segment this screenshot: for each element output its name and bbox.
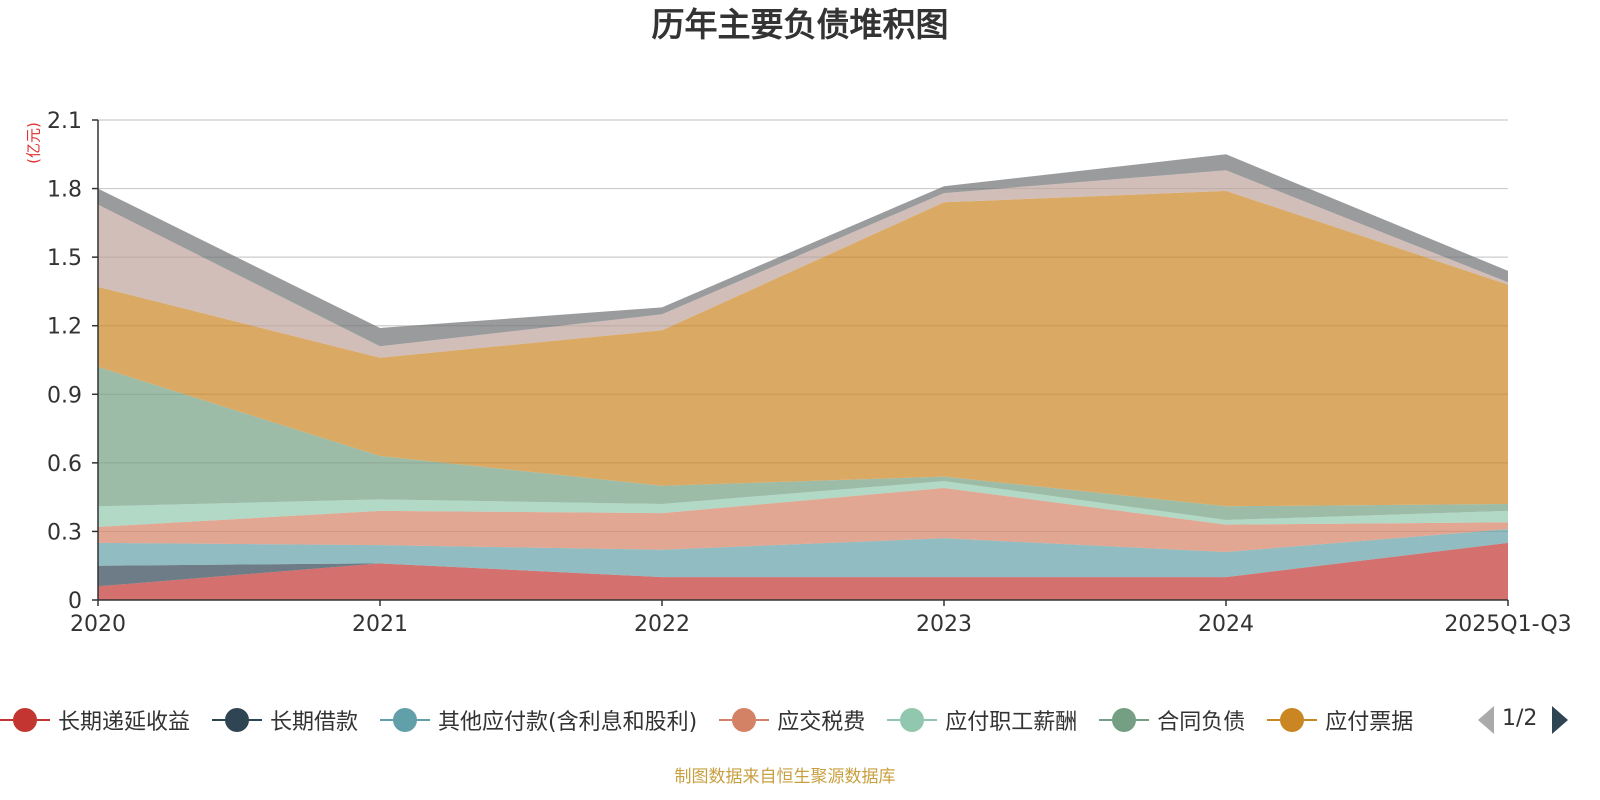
legend-page-indicator: 1/2 [1502,706,1538,731]
y-tick-label: 0.3 [47,520,82,545]
x-tick-label: 2021 [352,612,408,637]
legend-dot-icon [1112,708,1137,732]
legend-symbol-icon [212,700,263,740]
area-series-7 [98,170,1508,358]
legend-symbol-icon [380,700,431,740]
source-note: 制图数据来自恒生聚源数据库 [674,767,896,787]
legend-dot-icon [1280,708,1305,732]
legend-item[interactable]: 合同负债 [1099,700,1245,740]
legend-prev-page-icon[interactable] [1478,706,1494,734]
legend-item[interactable]: 应交税费 [719,700,865,740]
area-series-8 [98,154,1508,347]
chart-plot: 0 0.3 0.6 0.9 1.2 1.5 1.8 2.1 2020 2021 2022 2023 20… [25,109,1572,637]
chart-title: 历年主要负债堆积图 [651,5,949,44]
legend-label: 长期借款 [270,710,359,735]
legend-item[interactable]: 其他应付款(含利息和股利) [380,700,697,740]
legend-pager: 1/2 [1474,700,1600,740]
x-tick-label: 2025Q1-Q3 [1444,612,1571,637]
legend-item[interactable]: 长期递延收益 [0,700,190,740]
legend-next-page-icon[interactable] [1552,706,1568,734]
legend-dot-icon [225,708,250,732]
area-series-5 [98,366,1508,520]
area-series-0 [98,542,1508,600]
legend-dot-icon [732,708,757,732]
legend-label: 应付票据 [1325,710,1414,735]
y-tick-label: 2.1 [47,109,82,134]
legend-item[interactable]: 应付票据 [1267,700,1413,740]
legend-symbol-icon [1267,700,1318,740]
legend-item[interactable]: 应付职工薪酬 [887,700,1077,740]
legend-symbol-icon [887,700,938,740]
x-tick-label: 2024 [1198,612,1254,637]
y-tick-label: 1.2 [47,315,82,340]
legend-label: 应付职工薪酬 [945,710,1078,735]
legend-item[interactable]: 长期借款 [212,700,358,740]
y-tick-label: 0.9 [47,383,82,408]
y-tick-label: 1.5 [47,246,82,271]
area-series-4 [98,481,1508,527]
legend-label: 应交税费 [777,710,866,735]
y-axis-unit-label: (亿元) [25,122,43,164]
area-series-2 [98,529,1508,578]
legend-dot-icon [13,708,37,732]
y-tick-label: 0 [68,589,82,614]
legend-dot-icon [900,708,925,732]
legend-symbol-icon [719,700,770,740]
y-tick-label: 0.6 [47,452,82,477]
legend-symbol-icon [0,700,50,740]
x-tick-label: 2022 [634,612,690,637]
legend: 长期递延收益 长期借款 其他应付款(含利息和股利) 应交税费 应付职工薪酬 合同负债 应付票… [0,700,1478,740]
y-tick-label: 1.8 [47,178,82,203]
legend-label: 合同负债 [1157,710,1246,735]
area-series-6 [98,190,1508,507]
legend-dot-icon [393,708,418,732]
x-tick-label: 2023 [916,612,972,637]
legend-label: 长期递延收益 [58,710,191,735]
x-tick-label: 2020 [70,612,126,637]
area-series-3 [98,488,1508,552]
legend-symbol-icon [1099,700,1150,740]
legend-label: 其他应付款(含利息和股利) [438,710,698,735]
